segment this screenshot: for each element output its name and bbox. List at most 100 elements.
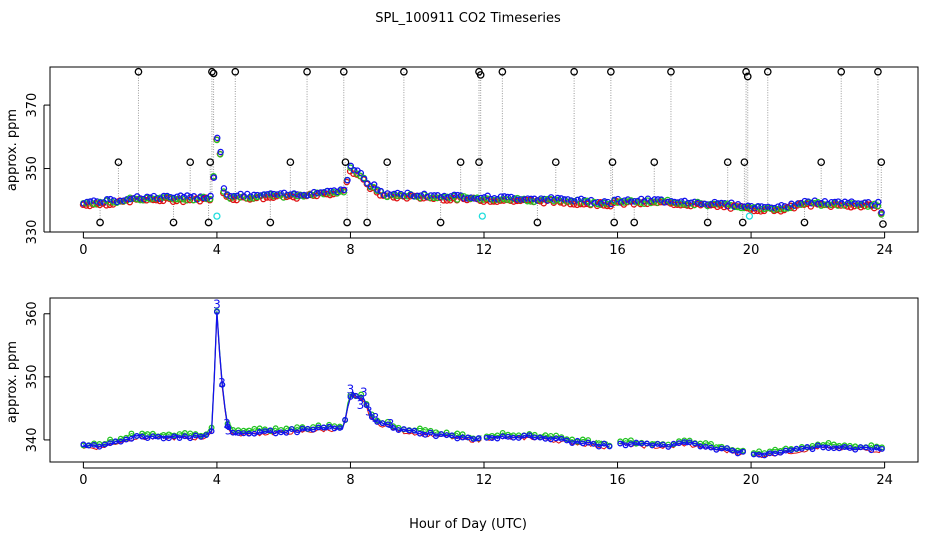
- blue-series-point: [294, 429, 300, 436]
- blue-series-point: [117, 438, 124, 445]
- green-series-point: [830, 441, 837, 448]
- green-series-point: [107, 436, 114, 443]
- black-spike-point: [874, 67, 882, 76]
- blue-series-point: [601, 440, 608, 447]
- blue-series-point: [521, 432, 528, 439]
- blue-series-point: [91, 441, 98, 448]
- x-tick-label: 8: [346, 243, 354, 258]
- black-spike-point: [476, 71, 485, 79]
- x-tick-label: 24: [876, 243, 893, 258]
- blue-series-point: [347, 394, 354, 400]
- blue-point: [761, 203, 769, 211]
- point-label: 3: [223, 417, 231, 431]
- green-series-point: [708, 440, 714, 447]
- blue-series-point: [798, 445, 805, 452]
- green-point: [206, 195, 214, 203]
- blue-series-point: [256, 428, 263, 435]
- blue-point: [340, 186, 348, 194]
- blue-series-point: [676, 440, 682, 447]
- blue-series-point: [390, 425, 397, 431]
- blue-series-point: [766, 450, 773, 457]
- green-point: [817, 202, 825, 209]
- green-series-point: [627, 437, 634, 444]
- blue-point: [217, 148, 224, 156]
- blue-series-point: [505, 433, 511, 440]
- black-spike-point: [498, 67, 507, 76]
- blue-point: [210, 174, 218, 181]
- blue-series-point: [379, 420, 386, 427]
- green-series-point: [542, 432, 549, 439]
- blue-point: [294, 191, 301, 198]
- green-series-point: [432, 429, 439, 436]
- blue-point: [117, 197, 124, 205]
- black-spike-point: [610, 218, 619, 227]
- x-tick-label: 0: [79, 473, 87, 488]
- blue-series-point: [553, 435, 560, 442]
- blue-series-point: [686, 439, 693, 446]
- black-spike-point: [763, 67, 772, 76]
- blue-series-point: [574, 437, 581, 444]
- blue-series-point: [304, 425, 311, 432]
- blue-series-point: [862, 444, 869, 451]
- blue-series-point: [192, 432, 199, 439]
- blue-series-point: [411, 427, 418, 434]
- blue-series-point: [515, 434, 522, 441]
- green-point: [734, 203, 741, 211]
- blue-series-point: [395, 427, 402, 434]
- blue-point: [357, 169, 365, 177]
- blue-series-point: [606, 443, 613, 450]
- green-series-line: [83, 310, 482, 447]
- blue-point: [794, 200, 802, 207]
- blue-point: [207, 192, 214, 200]
- blue-series-point: [213, 308, 220, 315]
- green-point: [340, 189, 348, 196]
- green-point: [821, 201, 828, 208]
- blue-series-point: [697, 443, 704, 450]
- x-tick-label: 12: [476, 473, 493, 488]
- blue-point: [214, 134, 221, 142]
- blue-series-point: [531, 434, 538, 441]
- blue-series-point: [729, 447, 736, 454]
- blue-series-point: [363, 402, 370, 409]
- blue-series-point: [374, 418, 381, 425]
- blue-series-point: [144, 435, 151, 442]
- green-point: [724, 200, 731, 208]
- panel-2-ylabel: approx. ppm: [5, 341, 20, 423]
- green-point: [727, 202, 735, 209]
- red-point: [186, 196, 194, 204]
- black-spike-point: [800, 218, 809, 227]
- blue-series-point: [638, 440, 645, 447]
- blue-series-point: [438, 431, 445, 438]
- black-spike-point: [817, 158, 826, 167]
- black-spike-point: [740, 158, 749, 167]
- point-label: 3: [347, 382, 355, 396]
- blue-series-point: [465, 434, 471, 441]
- blue-point: [127, 195, 134, 203]
- blue-series-point: [251, 430, 258, 437]
- red-point: [376, 192, 384, 199]
- black-spike-point: [703, 218, 712, 227]
- blue-point: [464, 195, 471, 202]
- red-point: [720, 203, 728, 211]
- black-spike-point: [286, 158, 295, 167]
- blue-series-point: [627, 441, 634, 448]
- red-point: [230, 196, 237, 204]
- green-series-point: [595, 440, 602, 447]
- black-spike-point: [343, 218, 351, 227]
- blue-point: [471, 195, 478, 202]
- black-spike-point: [436, 218, 445, 227]
- blue-series-point: [841, 444, 848, 450]
- x-tick-label: 16: [609, 243, 626, 258]
- blue-series-point: [123, 436, 130, 443]
- green-point: [173, 195, 181, 203]
- blue-series-point: [224, 423, 231, 430]
- blue-point: [698, 200, 705, 208]
- x-tick-label: 24: [876, 473, 893, 488]
- red-point: [714, 203, 721, 211]
- black-spike-point: [650, 158, 659, 167]
- blue-series-point: [459, 434, 466, 441]
- blue-series-point: [547, 436, 554, 443]
- blue-point: [220, 185, 228, 192]
